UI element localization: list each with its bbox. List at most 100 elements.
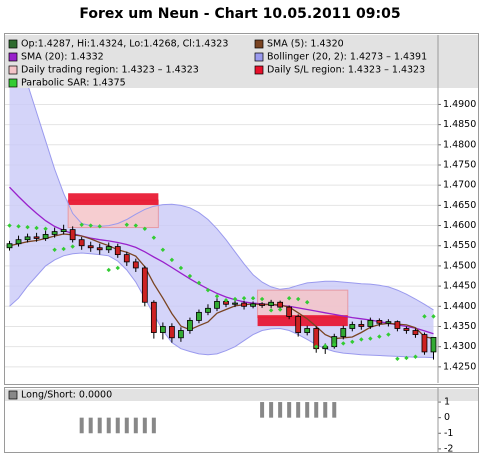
candle-body xyxy=(286,306,293,317)
sar-dot xyxy=(196,280,202,286)
y-tick-label: 1 xyxy=(444,397,450,408)
stop-loss-region xyxy=(257,315,348,327)
bar xyxy=(79,417,84,434)
bollinger-lower xyxy=(9,252,434,359)
candle-body xyxy=(367,320,374,327)
candle-body xyxy=(6,243,13,249)
sar-dot xyxy=(259,296,265,302)
sar-dot xyxy=(16,224,21,229)
candle-body xyxy=(123,254,130,263)
sar-dot xyxy=(295,296,301,302)
y-tick-label: 1.4900 xyxy=(443,99,476,110)
legend-label: Daily trading region: 1.4323 – 1.4323 xyxy=(21,65,199,76)
candle-body xyxy=(78,239,85,247)
candle-body xyxy=(430,336,437,353)
sar-dot xyxy=(323,343,328,349)
candle-body xyxy=(60,229,67,233)
sar-dot xyxy=(43,226,48,231)
y-tick-label: 1.4350 xyxy=(443,321,476,332)
candle-body xyxy=(385,321,392,324)
sar-dot xyxy=(187,273,193,279)
sar-dot xyxy=(350,339,355,345)
bar xyxy=(97,417,102,434)
sar-dot xyxy=(250,296,256,301)
sar-dot xyxy=(377,334,382,339)
sar-dot xyxy=(304,300,310,305)
sar-dot xyxy=(386,332,391,337)
sar-dot xyxy=(142,226,148,231)
y-tick-label: 1.4450 xyxy=(443,281,476,292)
bollinger-band xyxy=(9,37,434,358)
sar-dot xyxy=(115,265,120,271)
sar-dot xyxy=(241,296,247,301)
candle-body xyxy=(277,301,284,308)
bar xyxy=(287,402,292,418)
sar-dot xyxy=(61,246,66,252)
sar-dot xyxy=(205,287,211,293)
candle-body xyxy=(412,330,419,335)
candle-body xyxy=(394,321,401,329)
candle-body xyxy=(259,303,265,306)
bar xyxy=(124,417,129,434)
sar-dot xyxy=(160,247,166,252)
candle-body xyxy=(241,302,247,307)
bar xyxy=(133,417,138,434)
candle-body xyxy=(205,307,211,313)
candle-body xyxy=(304,328,311,333)
sar-dot xyxy=(395,356,400,361)
candle-body xyxy=(340,328,347,337)
candle-body xyxy=(51,231,58,235)
candle-body xyxy=(114,246,121,256)
candle-body xyxy=(15,239,22,245)
sar-dot xyxy=(404,355,409,361)
y-tick-label: 1.4750 xyxy=(443,159,476,170)
bar xyxy=(151,417,156,434)
y-tick-label: 1.4850 xyxy=(443,119,476,130)
candle-body xyxy=(403,328,410,331)
legend-label: SMA (20): 1.4332 xyxy=(21,52,104,63)
candle-body xyxy=(42,234,49,239)
bar xyxy=(332,402,337,418)
sar-dot xyxy=(232,296,238,302)
y-tick-label: 1.4550 xyxy=(443,240,476,251)
bar xyxy=(115,417,120,434)
chart-title: Forex um Neun - Chart 10.05.2011 09:05 xyxy=(79,6,400,22)
legend-label: SMA (5): 1.4320 xyxy=(267,39,344,50)
legend-swatch xyxy=(254,65,264,75)
bar xyxy=(142,417,147,434)
sar-dot xyxy=(413,354,418,359)
legend-swatch xyxy=(254,39,264,49)
candle-body xyxy=(105,246,112,251)
bar xyxy=(106,417,111,434)
legend-background xyxy=(5,389,478,401)
y-tick-label: -2 xyxy=(444,443,453,454)
sar-dot xyxy=(7,223,12,228)
sar-dot xyxy=(70,244,75,249)
candle-body xyxy=(169,326,175,339)
bar xyxy=(260,402,265,418)
y-tick-label: 1.4700 xyxy=(443,180,476,191)
bar xyxy=(314,402,319,418)
sar-dot xyxy=(277,307,283,312)
candle-body xyxy=(349,324,356,329)
y-tick-label: 1.4650 xyxy=(443,200,476,211)
sar-dot xyxy=(124,222,129,227)
legend-swatch xyxy=(8,78,18,88)
bar xyxy=(269,402,274,418)
legend-label: Daily S/L region: 1.4323 – 1.4323 xyxy=(267,65,425,76)
plot-frame xyxy=(4,33,479,385)
y-tick-label: 1.4400 xyxy=(443,301,476,312)
sar-dot xyxy=(97,224,102,229)
y-tick-label: 1.4500 xyxy=(443,260,476,271)
legend-swatch xyxy=(254,52,264,62)
sar-dot xyxy=(368,336,373,341)
candle-body xyxy=(96,247,103,251)
candle-body xyxy=(214,301,220,309)
y-tick-label: 1.4250 xyxy=(443,361,476,372)
bar xyxy=(278,402,283,418)
candle-body xyxy=(159,326,166,333)
bar xyxy=(88,417,93,434)
candle-body xyxy=(268,301,274,306)
candle-body xyxy=(358,324,365,327)
